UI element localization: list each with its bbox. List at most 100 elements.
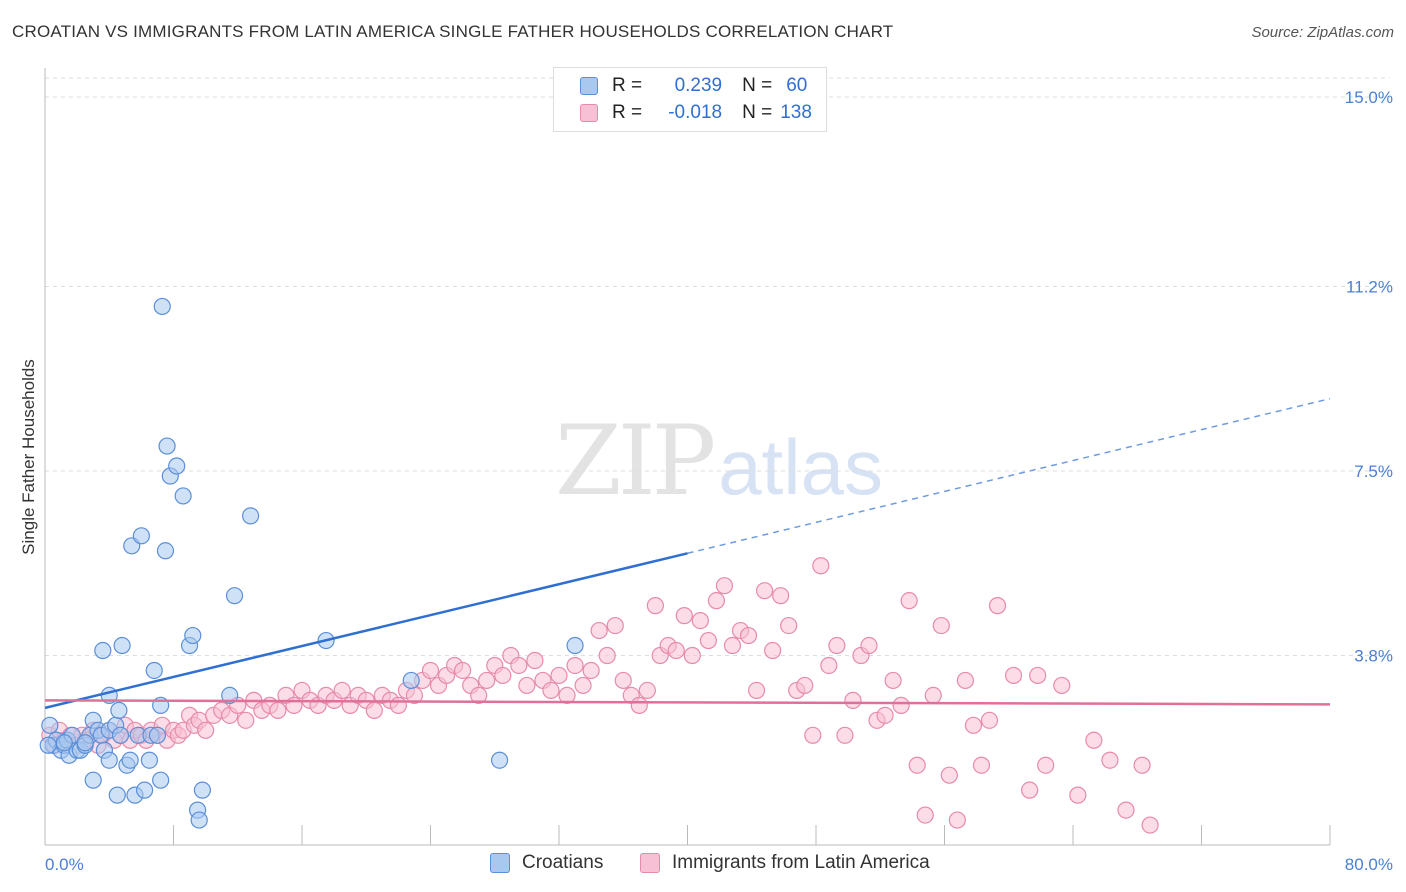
grid bbox=[45, 77, 1390, 657]
latin-america-point bbox=[1004, 666, 1023, 685]
latin-america-point bbox=[518, 676, 536, 695]
croatian-point bbox=[108, 786, 126, 804]
x-tick-label: 80.0% bbox=[1345, 855, 1393, 874]
croatian-point bbox=[84, 771, 102, 789]
latin-america-point bbox=[285, 696, 303, 714]
croatian-point bbox=[41, 716, 59, 734]
latin-america-point bbox=[876, 706, 894, 724]
latin-america-point bbox=[1053, 676, 1071, 695]
y-tick-label: 3.8% bbox=[1354, 647, 1393, 666]
croatian-point bbox=[402, 671, 420, 690]
latin-america-point bbox=[739, 626, 758, 645]
correlation-legend: R = 0.239 N = 60 R = -0.018 N = 138 bbox=[553, 67, 827, 132]
croatian-point bbox=[152, 771, 170, 789]
croatian-point bbox=[148, 726, 167, 744]
latin-america-point bbox=[667, 641, 685, 660]
latin-america-point bbox=[1037, 756, 1055, 774]
latin-america-point bbox=[421, 661, 440, 680]
latin-america-point bbox=[980, 711, 999, 729]
latin-america-point bbox=[389, 696, 407, 714]
latin-america-point bbox=[900, 592, 918, 610]
latin-america-point bbox=[542, 681, 560, 700]
axes bbox=[44, 68, 1331, 846]
latin-america-point bbox=[715, 577, 734, 595]
croatian-point bbox=[490, 751, 509, 769]
legend-r-value: -0.018 bbox=[668, 102, 723, 123]
watermark-atlas: atlas bbox=[718, 423, 883, 511]
legend-r-label: R = bbox=[612, 102, 643, 123]
latin-america-point bbox=[590, 621, 608, 640]
latin-america-point bbox=[470, 686, 488, 705]
bottom-legend-label: Immigrants from Latin America bbox=[672, 852, 930, 873]
croatian-point bbox=[174, 487, 192, 505]
latin-america-point bbox=[691, 611, 709, 630]
legend-n-value: 138 bbox=[780, 102, 812, 123]
latin-america-point bbox=[699, 631, 717, 650]
latin-america-point bbox=[932, 616, 950, 635]
croatian-point bbox=[76, 734, 94, 752]
croatian-point bbox=[190, 811, 208, 829]
latin-america-point bbox=[566, 656, 584, 675]
croatian-trend-line bbox=[44, 552, 688, 710]
latin-america-point bbox=[1133, 756, 1151, 774]
croatian-trend-extension bbox=[687, 397, 1331, 555]
latin-america-point bbox=[820, 656, 838, 675]
croatian-point bbox=[110, 701, 128, 719]
latin-america-point bbox=[884, 671, 902, 690]
latin-america-point bbox=[1021, 781, 1039, 799]
bottom-legend-croatians[interactable]: Croatians bbox=[490, 852, 603, 874]
croatian-point bbox=[94, 641, 112, 660]
latin-america-point bbox=[614, 671, 632, 690]
legend-swatch-croatians bbox=[580, 77, 598, 95]
latin-america-point bbox=[683, 646, 701, 665]
latin-america-point bbox=[1117, 801, 1135, 819]
latin-america-point bbox=[197, 721, 215, 739]
latin-america-point bbox=[454, 661, 472, 680]
legend-n-label: N = bbox=[742, 75, 773, 96]
latin-america-point bbox=[1141, 816, 1159, 834]
watermark-zip: ZIP bbox=[555, 405, 716, 517]
croatian-point bbox=[140, 751, 159, 769]
y-tick-label: 11.2% bbox=[1346, 277, 1393, 296]
croatian-point bbox=[193, 781, 212, 799]
latin-america-point bbox=[844, 691, 862, 709]
latin-america-point bbox=[940, 766, 958, 784]
latin-america-point bbox=[892, 696, 910, 714]
source-label: Source: ZipAtlas.com bbox=[1251, 24, 1394, 41]
latin-america-point bbox=[988, 597, 1007, 615]
croatian-point bbox=[39, 736, 57, 754]
latin-america-point bbox=[780, 616, 798, 635]
croatian-point bbox=[55, 734, 73, 752]
legend-n-label: N = bbox=[742, 102, 773, 123]
croatian-point bbox=[156, 542, 175, 560]
croatian-point bbox=[113, 636, 131, 655]
bottom-legend-swatch-croatians bbox=[490, 853, 510, 873]
bottom-legend-latin-america[interactable]: Immigrants from Latin America bbox=[640, 852, 930, 874]
latin-america-point bbox=[1069, 786, 1087, 804]
legend-swatch-latin-america bbox=[580, 104, 598, 122]
latin-america-point bbox=[836, 726, 854, 744]
latin-america-point bbox=[764, 641, 782, 660]
latin-america-point bbox=[860, 636, 878, 655]
latin-america-point bbox=[812, 557, 830, 575]
latin-america-point bbox=[606, 616, 624, 635]
latin-america-point bbox=[1029, 666, 1047, 685]
watermark: ZIPatlas bbox=[555, 405, 883, 517]
croatian-point bbox=[242, 507, 260, 525]
croatian-point bbox=[566, 636, 584, 655]
croatian-point bbox=[132, 527, 150, 545]
y-tick-label: 15.0% bbox=[1345, 88, 1393, 107]
croatian-point bbox=[221, 686, 239, 705]
legend-row-latin-america: R = -0.018 N = 138 bbox=[580, 102, 812, 124]
latin-america-point bbox=[333, 681, 351, 700]
bottom-legend-swatch-latin-america bbox=[640, 853, 660, 873]
latin-america-point bbox=[526, 651, 544, 670]
latin-america-point bbox=[558, 686, 576, 705]
latin-america-point bbox=[804, 726, 822, 744]
latin-america-point bbox=[707, 592, 726, 610]
latin-america-point bbox=[1101, 751, 1119, 769]
series-latin-america bbox=[41, 557, 1159, 834]
latin-america-point bbox=[550, 666, 568, 685]
latin-america-point bbox=[510, 656, 528, 675]
